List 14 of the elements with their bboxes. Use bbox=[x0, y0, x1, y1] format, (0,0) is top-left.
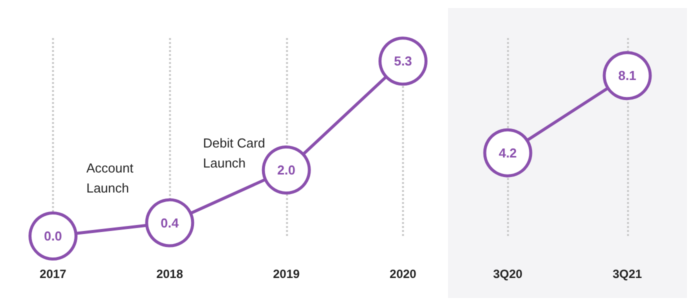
data-label: 0.4 bbox=[160, 215, 180, 230]
annotation: Account Launch bbox=[86, 160, 137, 196]
data-label: 4.2 bbox=[498, 145, 517, 160]
data-label: 0.0 bbox=[44, 228, 62, 244]
data-label: 8.1 bbox=[618, 68, 636, 84]
data-label: 2.0 bbox=[277, 162, 296, 178]
x-tick-label: 2019 bbox=[272, 267, 300, 281]
x-tick-label: 2020 bbox=[390, 267, 417, 281]
data-label: 5.3 bbox=[394, 54, 412, 69]
x-tick-label: 3Q21 bbox=[612, 267, 642, 281]
x-tick-label: 3Q20 bbox=[493, 267, 523, 281]
x-tick-label: 2017 bbox=[40, 267, 67, 281]
annotation: Debit Card Launch bbox=[203, 136, 269, 170]
x-tick-label: 2018 bbox=[156, 267, 184, 281]
